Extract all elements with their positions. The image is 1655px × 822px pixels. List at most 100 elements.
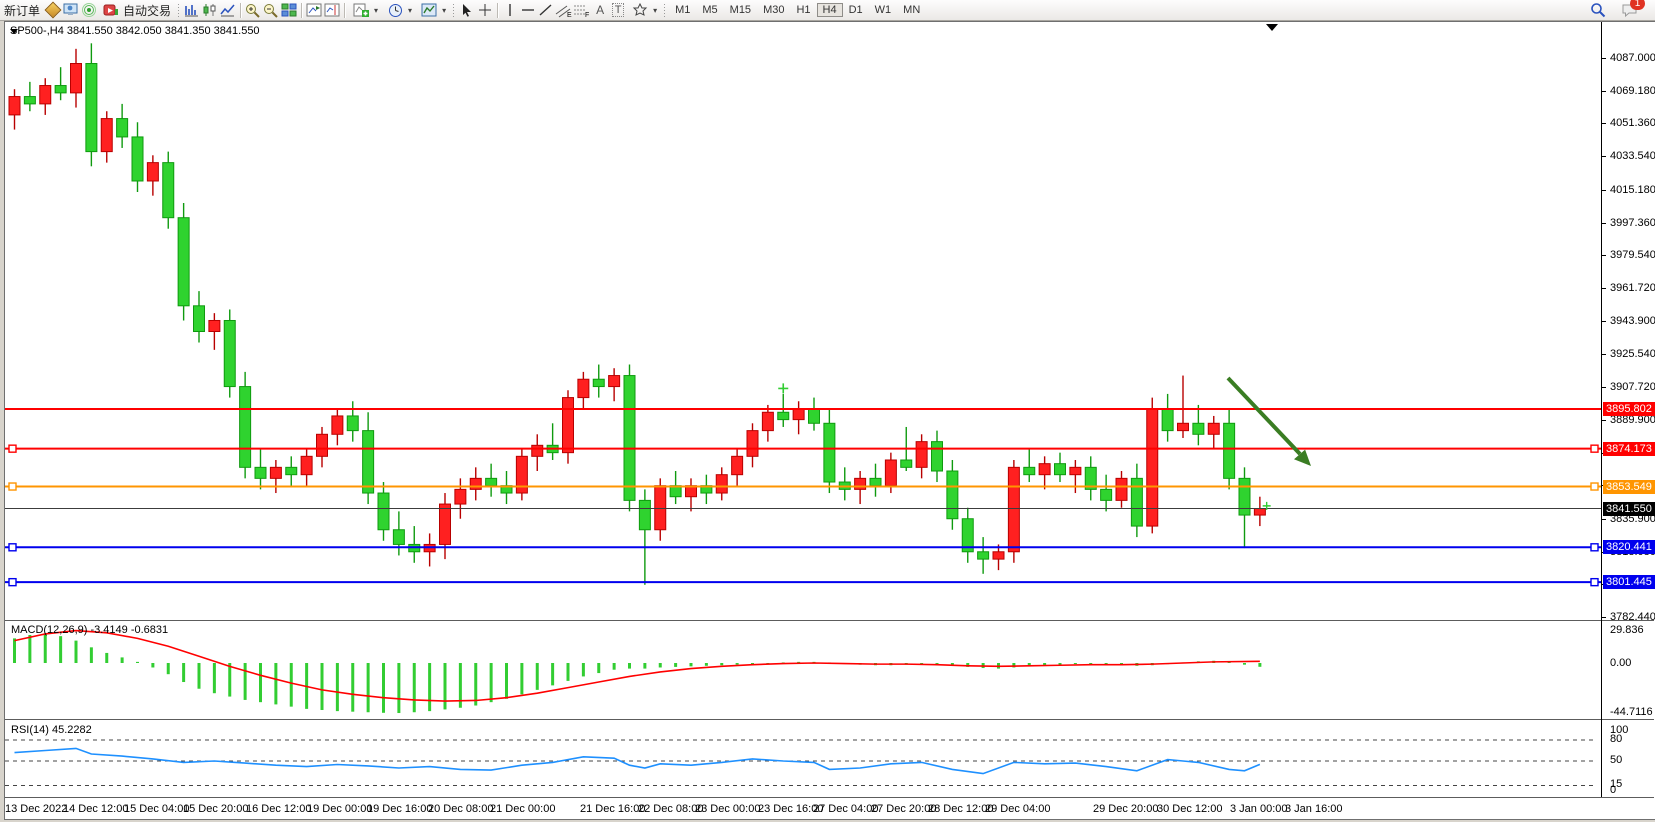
price-tick-mark [1602, 255, 1606, 257]
time-axis-label: 14 Dec 12:00 [63, 803, 129, 815]
chart-title: SP500-,H4 3841.550 3842.050 3841.350 384… [10, 25, 260, 37]
timeframe-MN[interactable]: MN [903, 4, 921, 16]
candlestick-icon[interactable] [201, 2, 219, 18]
rsi-axis-label: 100 [1610, 724, 1629, 736]
chart-window[interactable]: SP500-,H4 3841.550 3842.050 3841.350 384… [4, 21, 1655, 820]
time-axis-label: 15 Dec 20:00 [183, 803, 249, 815]
price-tick-mark [1602, 123, 1606, 125]
fibonacci-tool-icon[interactable]: F [573, 2, 591, 19]
chart-title-bar: SP500-,H4 3841.550 3842.050 3841.350 384… [10, 25, 260, 37]
timeframe-W1[interactable]: W1 [874, 4, 892, 16]
price-tick-label: 3907.720 [1610, 381, 1655, 394]
pane-separator [5, 797, 1654, 800]
price-tick-label: 3943.900 [1610, 314, 1655, 327]
chart-menu-triangle-icon[interactable] [10, 28, 19, 35]
toolbar-grip [177, 3, 182, 17]
signals-icon[interactable] [80, 2, 98, 18]
price-tick-label: 4069.180 [1610, 84, 1655, 97]
auto-scroll-icon[interactable] [323, 2, 341, 18]
time-axis-label: 19 Dec 00:00 [307, 803, 373, 815]
time-axis-label: 29 Dec 04:00 [985, 803, 1051, 815]
price-level-flag[interactable]: 3820.441 [1603, 540, 1655, 555]
price-tick-mark [1602, 320, 1606, 322]
fibo-letter: F [585, 12, 589, 19]
price-tick-label: 3835.900 [1610, 512, 1655, 525]
cursor-icon[interactable] [458, 2, 476, 18]
text-tool-icon[interactable]: A [596, 3, 605, 17]
rsi-label: RSI(14) 45.2282 [11, 724, 92, 736]
pane-separator[interactable] [5, 620, 1654, 623]
time-axis-label: 23 Dec 00:00 [695, 803, 761, 815]
time-axis[interactable]: 13 Dec 2022 14 Dec 12:00 15 Dec 04:00 15 De… [5, 799, 1654, 819]
pane-separator[interactable] [5, 719, 1654, 722]
price-tick-label: 3889.900 [1610, 413, 1655, 426]
rsi-pane-canvas[interactable] [5, 721, 1601, 797]
trendline-tool-icon[interactable] [537, 2, 555, 18]
new-order-label: 新订单 [4, 3, 41, 18]
price-level-flag[interactable]: 3895.802 [1603, 401, 1655, 416]
time-axis-label: 3 Jan 00:00 [1230, 803, 1288, 815]
price-chart-canvas[interactable] [5, 22, 1601, 620]
price-tick-mark [1602, 617, 1606, 619]
time-axis-label: 22 Dec 08:00 [638, 803, 704, 815]
equidistant-channel-tool-icon[interactable]: E [555, 2, 573, 19]
price-level-flag[interactable]: 3874.173 [1603, 441, 1655, 456]
price-tick-label: 3997.360 [1610, 216, 1655, 229]
time-axis-label: 3 Jan 16:00 [1285, 803, 1343, 815]
notifications-chat-icon[interactable]: 1 [1621, 0, 1645, 18]
toolbar-separator [301, 2, 303, 18]
crosshair-icon[interactable] [476, 2, 494, 18]
timeframe-H1[interactable]: H1 [796, 4, 811, 16]
price-tick-label: 4015.180 [1610, 183, 1655, 196]
zoom-in-icon[interactable] [244, 2, 262, 18]
timeframe-H4[interactable]: H4 [816, 3, 843, 17]
timeframe-M1[interactable]: M1 [675, 4, 691, 16]
tile-windows-icon[interactable] [280, 2, 298, 18]
time-axis-label: 29 Dec 20:00 [1093, 803, 1159, 815]
time-axis-label: 27 Dec 20:00 [871, 803, 937, 815]
macd-pane-canvas[interactable] [5, 622, 1601, 718]
price-level-flag[interactable]: 3853.549 [1603, 479, 1655, 494]
bar-chart-icon[interactable] [183, 2, 201, 18]
price-axis[interactable]: 4087.000 4069.180 4051.360 4033.540 4015.180… [1602, 22, 1655, 623]
horizontal-line-tool-icon[interactable] [519, 2, 537, 18]
axis-border-line [1601, 22, 1602, 797]
chart-shift-icon[interactable] [305, 2, 323, 18]
price-tick-mark [1602, 287, 1606, 289]
quotes-icon[interactable] [44, 1, 62, 19]
price-tick-label: 4087.000 [1610, 52, 1655, 64]
price-tick-label: 3961.720 [1610, 281, 1655, 294]
macd-axis-label: -44.7116 [1610, 706, 1653, 718]
timeframe-M5[interactable]: M5 [702, 4, 718, 16]
timeframe-D1[interactable]: D1 [848, 4, 863, 16]
autotrading-button[interactable]: 自动交易 [98, 1, 175, 19]
toolbar-grip [452, 3, 457, 17]
zoom-out-icon[interactable] [262, 2, 280, 18]
text-label-tool-icon[interactable]: T [609, 2, 627, 18]
rsi-axis-label: 80 [1610, 733, 1623, 745]
autotrading-icon [102, 2, 120, 18]
price-tick-label: 3979.540 [1610, 249, 1655, 262]
price-level-flag[interactable]: 3801.445 [1603, 575, 1655, 590]
vertical-line-tool-icon[interactable] [501, 2, 519, 18]
templates-menu-button[interactable]: ▾ [416, 1, 450, 19]
autotrading-label: 自动交易 [123, 3, 172, 18]
search-icon[interactable] [1589, 2, 1607, 18]
periods-menu-button[interactable]: ▾ [382, 1, 416, 19]
time-axis-label: 21 Dec 16:00 [580, 803, 646, 815]
indicators-menu-button[interactable]: ▾ [348, 1, 382, 19]
new-order-button[interactable]: 新订单 [0, 1, 44, 19]
template-icon [420, 2, 438, 18]
time-axis-label: 21 Dec 00:00 [490, 803, 556, 815]
timeframe-M30[interactable]: M30 [763, 4, 785, 16]
price-tick-mark [1602, 189, 1606, 191]
price-tick-mark [1602, 354, 1606, 356]
timeframe-M15[interactable]: M15 [729, 4, 752, 16]
price-tick-mark [1602, 156, 1606, 158]
price-tick-mark [1602, 387, 1606, 389]
price-level-flag[interactable]: 3841.550 [1603, 501, 1655, 516]
arrows-tool-button[interactable]: ▾ [627, 1, 661, 19]
line-chart-icon[interactable] [219, 2, 237, 18]
terminal-icon[interactable] [62, 2, 80, 18]
chevron-down-icon: ▾ [374, 5, 379, 15]
